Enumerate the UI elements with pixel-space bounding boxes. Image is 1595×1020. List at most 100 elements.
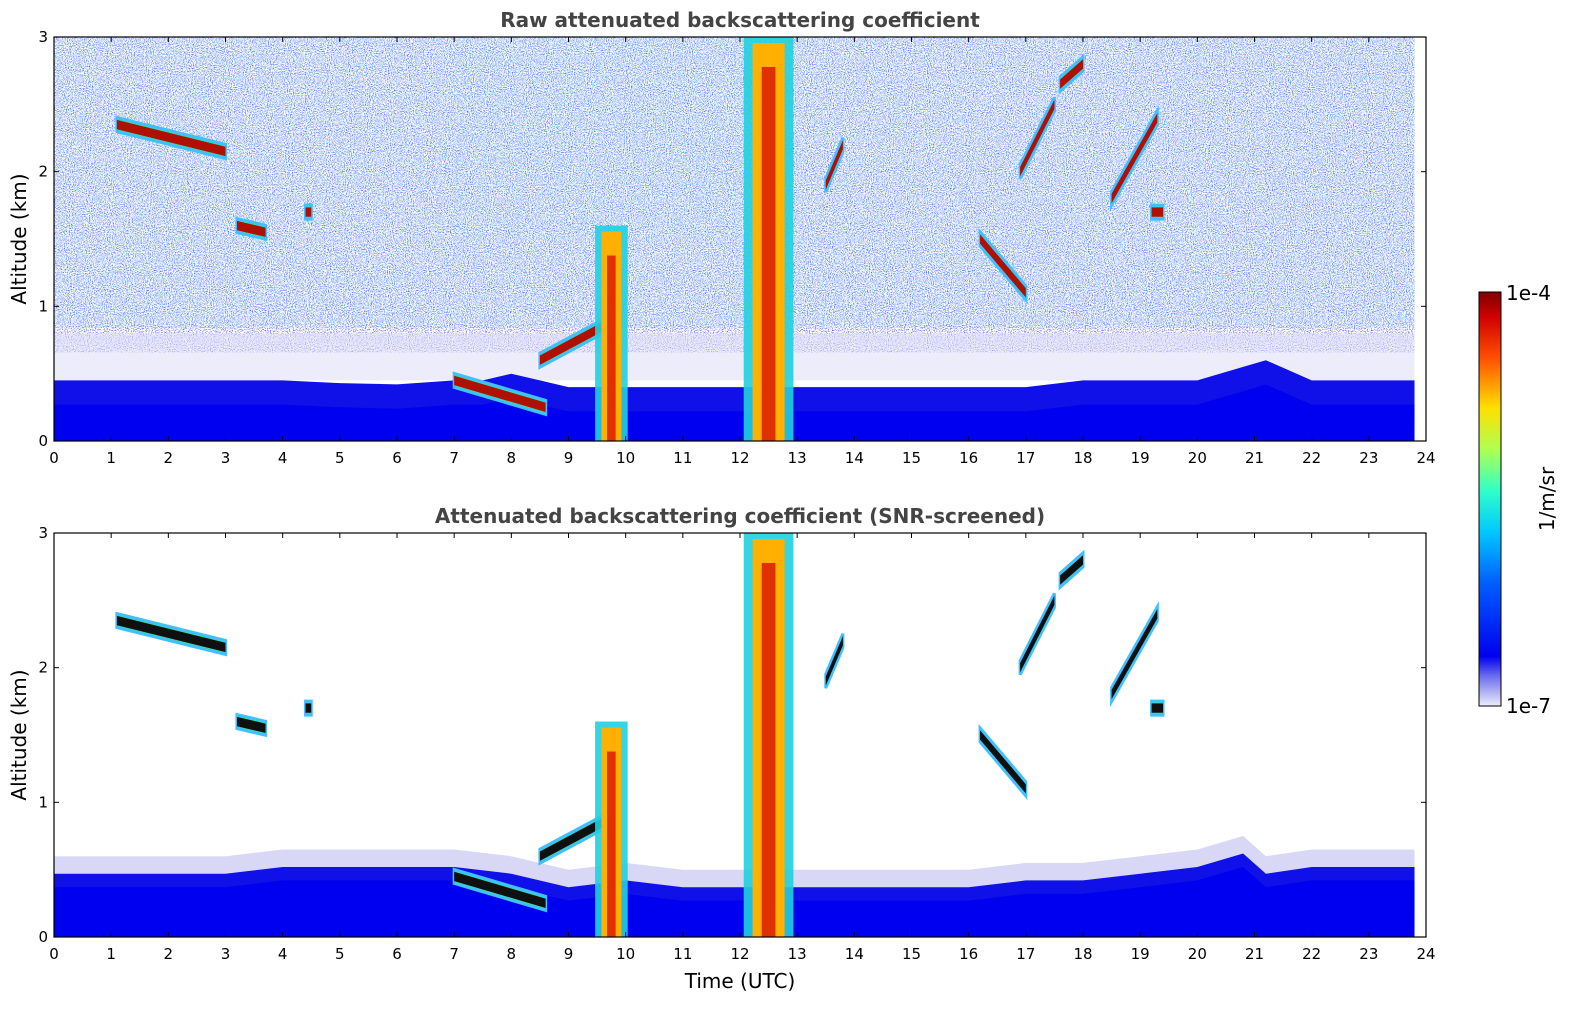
noise-layer	[454, 37, 798, 239]
cloud-layer	[1020, 99, 1055, 177]
y-tick-label: 0	[38, 432, 48, 450]
cloud-layer	[116, 119, 226, 157]
x-tick-label: 7	[449, 449, 459, 467]
x-tick-label: 12	[730, 449, 749, 467]
x-tick-label: 24	[1416, 945, 1435, 963]
cloud-layer	[1111, 609, 1158, 700]
chart-title: Raw attenuated backscattering coefficien…	[500, 8, 980, 32]
colorbar-gradient	[1478, 291, 1502, 707]
x-tick-label: 7	[449, 945, 459, 963]
x-tick-label: 9	[564, 449, 574, 467]
cloud-layer	[539, 321, 603, 365]
plot-area	[54, 533, 1426, 937]
x-tick-label: 22	[1302, 449, 1321, 467]
x-tick-label: 2	[164, 945, 174, 963]
y-axis-ticks: 0 1 2 3	[38, 524, 1426, 946]
x-tick-label: 14	[845, 449, 864, 467]
x-tick-label: 0	[49, 945, 59, 963]
colorbar: 1e-4 1e-7 1/m/sr	[1478, 281, 1559, 718]
raw-backscatter-panel: Raw attenuated backscattering coefficien…	[7, 8, 1436, 467]
cloud-layer	[454, 871, 546, 908]
cloud-layer	[1060, 59, 1083, 89]
y-axis-ticks: 0 1 2 3	[38, 28, 1426, 450]
cloud-layer	[539, 817, 603, 861]
cloud-layer	[1111, 113, 1158, 204]
x-tick-label: 15	[902, 449, 921, 467]
cloud-layer	[825, 140, 843, 190]
x-axis-ticks: 0 1 2 3 4 5 6 7 8 9 10 11 12 13 14 15 16 17 18 19 20 21 22 23 24	[49, 37, 1436, 467]
x-tick-label: 0	[49, 449, 59, 467]
no-data-strip	[1414, 533, 1426, 937]
plot-area	[54, 37, 1426, 441]
haze-band	[54, 333, 1415, 381]
x-tick-label: 8	[507, 945, 517, 963]
x-tick-label: 6	[392, 945, 402, 963]
precip-column-core	[607, 751, 616, 937]
cloud-layer	[116, 615, 226, 653]
x-tick-label: 1	[106, 449, 116, 467]
boundary-layer-core	[54, 867, 1415, 937]
x-tick-label: 3	[221, 449, 231, 467]
x-tick-label: 20	[1188, 449, 1207, 467]
x-tick-label: 9	[564, 945, 574, 963]
x-tick-label: 10	[616, 449, 635, 467]
colorbar-min-label: 1e-7	[1506, 694, 1551, 718]
x-tick-label: 10	[616, 945, 635, 963]
x-tick-label: 23	[1359, 945, 1378, 963]
x-axis-ticks: 0 1 2 3 4 5 6 7 8 9 10 11 12 13 14 15 16 17 18 19 20 21 22 23 24	[49, 533, 1436, 963]
x-tick-label: 18	[1073, 945, 1092, 963]
cloud-layer	[305, 207, 312, 217]
x-tick-label: 15	[902, 945, 921, 963]
x-axis-label: Time (UTC)	[684, 969, 796, 993]
cloud-layer	[236, 220, 266, 237]
cloud-layer	[980, 234, 1026, 298]
x-tick-label: 17	[1016, 945, 1035, 963]
x-tick-label: 1	[106, 945, 116, 963]
x-tick-label: 11	[673, 449, 692, 467]
x-tick-label: 5	[335, 945, 345, 963]
colorbar-max-label: 1e-4	[1506, 281, 1551, 305]
chart-title: Attenuated backscattering coefficient (S…	[435, 504, 1045, 528]
cloud-layer	[1020, 595, 1055, 673]
x-tick-label: 16	[959, 945, 978, 963]
cloud-layer	[305, 703, 312, 713]
x-tick-label: 12	[730, 945, 749, 963]
x-tick-label: 4	[278, 449, 288, 467]
x-tick-label: 19	[1131, 945, 1150, 963]
x-tick-label: 11	[673, 945, 692, 963]
y-tick-label: 3	[38, 524, 48, 542]
x-tick-label: 21	[1245, 449, 1264, 467]
x-tick-label: 14	[845, 945, 864, 963]
x-tick-label: 19	[1131, 449, 1150, 467]
x-tick-label: 17	[1016, 449, 1035, 467]
x-tick-label: 6	[392, 449, 402, 467]
cloud-layer	[825, 636, 843, 686]
x-tick-label: 13	[788, 945, 807, 963]
y-tick-label: 1	[38, 297, 48, 315]
precip-column-core	[607, 255, 616, 441]
x-tick-label: 4	[278, 945, 288, 963]
colorbar-unit-label: 1/m/sr	[1535, 466, 1559, 531]
cloud-layer	[236, 716, 266, 733]
x-tick-label: 3	[221, 945, 231, 963]
cloud-layer	[1151, 703, 1164, 713]
x-tick-label: 13	[788, 449, 807, 467]
x-tick-label: 8	[507, 449, 517, 467]
cloud-layer	[1151, 207, 1164, 217]
cloud-layer	[1060, 555, 1083, 585]
x-tick-label: 2	[164, 449, 174, 467]
y-axis-label: Altitude (km)	[7, 669, 31, 800]
y-tick-label: 2	[38, 659, 48, 677]
x-tick-label: 23	[1359, 449, 1378, 467]
precip-column-core	[761, 563, 776, 937]
no-data-strip	[1414, 37, 1426, 441]
x-tick-label: 5	[335, 449, 345, 467]
x-tick-label: 16	[959, 449, 978, 467]
y-tick-label: 1	[38, 793, 48, 811]
y-tick-label: 0	[38, 928, 48, 946]
y-tick-label: 3	[38, 28, 48, 46]
boundary-layer-core	[54, 384, 1415, 441]
x-tick-label: 22	[1302, 945, 1321, 963]
cloud-layer	[454, 375, 546, 412]
x-tick-label: 24	[1416, 449, 1435, 467]
